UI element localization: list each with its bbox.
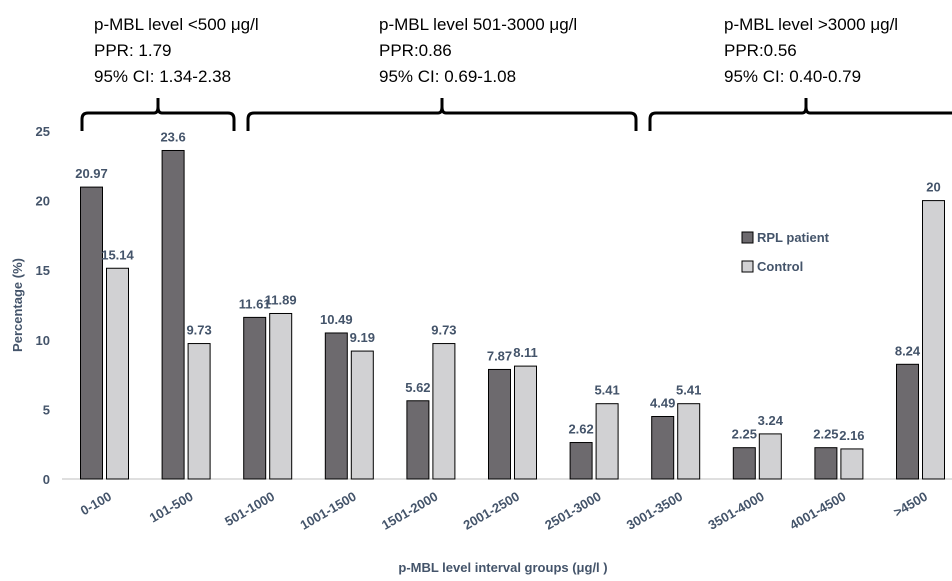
y-tick-labels: 0 5 10 15 20 25 — [36, 124, 50, 487]
bars — [80, 149, 945, 480]
bar-rpl — [651, 415, 675, 480]
data-label: 4.49 — [650, 395, 675, 410]
annotation-text: 95% CI: 0.40-0.79 — [724, 67, 861, 86]
y-tick-label: 15 — [36, 263, 50, 278]
legend-label: Control — [757, 259, 803, 274]
y-tick-label: 25 — [36, 124, 50, 139]
annotation-text: p-MBL level 501-3000 μg/l — [379, 15, 577, 34]
x-tick-labels: 0-100 101-500 501-1000 1001-1500 1501-2000 20… — [78, 489, 930, 533]
bar-rpl — [488, 368, 511, 480]
x-tick-label: 3001-3500 — [624, 489, 685, 533]
annotation-text: 95% CI: 0.69-1.08 — [379, 67, 516, 86]
bar-control — [758, 433, 782, 480]
data-label: 2.25 — [732, 427, 757, 442]
y-tick-label: 5 — [43, 402, 50, 417]
annotation-text: PPR:0.86 — [379, 41, 452, 60]
data-label: 8.24 — [895, 343, 921, 358]
data-label: 2.25 — [813, 427, 838, 442]
bar-control — [922, 200, 945, 480]
bar-rpl — [896, 363, 919, 480]
data-label: 15.14 — [101, 247, 134, 262]
data-label: 20.97 — [75, 166, 108, 181]
data-label: 10.49 — [320, 312, 353, 327]
y-axis-label: Percentage (%) — [10, 258, 25, 352]
data-label: 8.11 — [513, 345, 538, 360]
bar-rpl — [243, 316, 267, 480]
bar-control — [432, 343, 456, 480]
data-label: 5.41 — [594, 383, 619, 398]
bar-rpl — [732, 447, 756, 480]
bar-control — [514, 365, 537, 480]
bar-control — [106, 267, 129, 480]
bar-control — [350, 350, 374, 480]
x-tick-label: 1501-2000 — [379, 489, 440, 533]
bar-rpl — [814, 447, 838, 480]
x-tick-label: 2501-3000 — [542, 489, 603, 533]
x-tick-label: 101-500 — [147, 489, 196, 526]
bar-control — [187, 343, 211, 480]
x-tick-label: 3501-4000 — [705, 489, 766, 533]
annotation-text: p-MBL level >3000 μg/l — [724, 15, 898, 34]
bar-control — [269, 312, 293, 480]
group-annotations: p-MBL level <500 μg/l PPR: 1.79 95% CI: 1.… — [80, 15, 952, 131]
bar-control — [677, 403, 701, 480]
x-tick-label: 2001-2500 — [461, 489, 522, 533]
annotation-text: 95% CI: 1.34-2.38 — [94, 67, 231, 86]
legend-swatch — [741, 231, 754, 244]
bar-control — [840, 448, 864, 480]
annotation-text: p-MBL level <500 μg/l — [94, 15, 259, 34]
y-tick-label: 10 — [36, 333, 50, 348]
legend-swatch — [741, 260, 754, 273]
data-label: 11.61 — [239, 296, 271, 311]
x-tick-label: 4001-4500 — [787, 489, 848, 533]
y-tick-label: 20 — [36, 194, 50, 209]
bar-rpl — [324, 332, 348, 480]
x-tick-label: >4500 — [891, 489, 930, 520]
data-label: 20 — [926, 180, 940, 195]
annotation-brace — [80, 98, 236, 131]
y-tick-label: 0 — [43, 472, 50, 487]
annotation-text: PPR: 1.79 — [94, 41, 172, 60]
annotation-brace — [648, 98, 952, 131]
data-label: 2.62 — [568, 422, 593, 437]
x-axis-label: p-MBL level interval groups (μg/l ) — [398, 560, 607, 575]
data-label: 9.73 — [186, 323, 211, 338]
data-label: 3.24 — [758, 413, 784, 428]
data-label: 7.87 — [487, 348, 512, 363]
bar-rpl — [80, 186, 103, 480]
data-label: 5.62 — [405, 380, 430, 395]
annotation-brace — [246, 98, 638, 131]
x-tick-label: 1001-1500 — [297, 489, 358, 533]
data-label: 23.6 — [160, 129, 185, 144]
data-label: 9.19 — [350, 330, 375, 345]
bar-rpl — [569, 442, 593, 480]
legend-label: RPL patient — [757, 230, 830, 245]
annotation-text: PPR:0.56 — [724, 41, 797, 60]
bar-control — [595, 403, 619, 480]
x-tick-label: 501-1000 — [222, 489, 277, 529]
bar-rpl — [161, 149, 185, 480]
data-label: 9.73 — [431, 323, 456, 338]
bar-rpl — [406, 400, 430, 480]
data-label: 2.16 — [839, 428, 864, 443]
legend: RPL patient Control — [741, 230, 830, 274]
x-tick-label: 0-100 — [78, 489, 114, 519]
data-label: 11.89 — [265, 292, 297, 307]
data-label: 5.41 — [676, 383, 701, 398]
